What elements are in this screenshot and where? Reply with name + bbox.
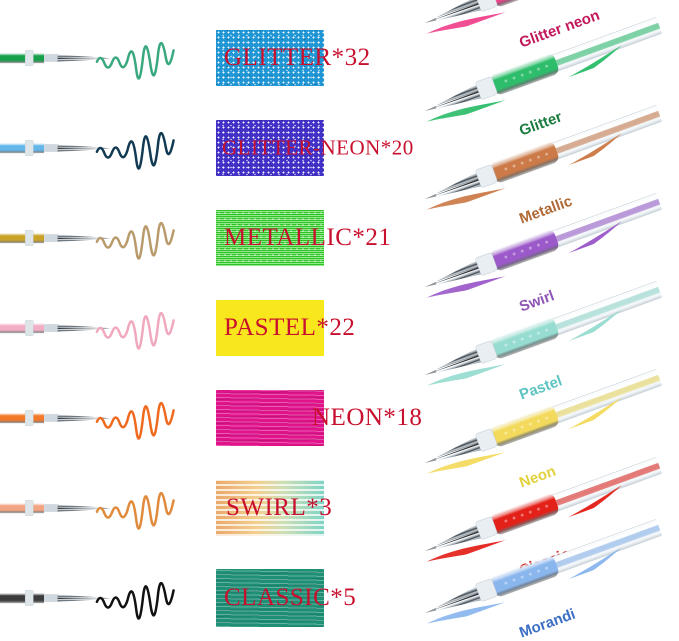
pen-glitter bbox=[409, 10, 665, 131]
ink-scribble-glitter bbox=[95, 20, 210, 96]
pen-refill-glitter bbox=[0, 47, 117, 69]
category-label-metallic: METALLIC*21 bbox=[224, 224, 392, 251]
color-swatch-metallic bbox=[216, 210, 324, 266]
color-swatch-swirl bbox=[216, 480, 324, 536]
category-label-glitter-neon: GLITTER-NEON*20 bbox=[222, 135, 414, 160]
color-swatch-glitter-neon bbox=[216, 120, 324, 176]
pen-pastel bbox=[409, 274, 665, 395]
category-label-neon: NEON*18 bbox=[312, 404, 423, 431]
category-label-classic: CLASSIC*5 bbox=[224, 584, 357, 611]
ink-scribble-glitter-neon bbox=[95, 110, 210, 186]
category-row-swirl: SWIRL*3 bbox=[0, 468, 440, 548]
ink-scribble-swirl bbox=[95, 470, 210, 546]
category-label-glitter: GLITTER*32 bbox=[224, 44, 371, 71]
color-swatch-classic bbox=[216, 569, 324, 627]
color-swatch-pastel bbox=[216, 300, 324, 356]
pen-refill-classic bbox=[0, 587, 117, 609]
pen-classic bbox=[409, 450, 665, 571]
category-row-neon: NEON*18 bbox=[0, 378, 440, 458]
ink-scribble-neon bbox=[95, 380, 210, 456]
color-swatch-glitter bbox=[216, 30, 324, 86]
pen-label-morandi: Morandi bbox=[517, 605, 578, 641]
pen-column: Glitter neon bbox=[415, 0, 679, 641]
category-row-glitter-neon: GLITTER-NEON*20 bbox=[0, 108, 440, 188]
pen-refill-metallic bbox=[0, 227, 117, 249]
pen-metallic bbox=[409, 98, 665, 219]
category-row-glitter: GLITTER*32 bbox=[0, 18, 440, 98]
ink-scribble-classic bbox=[95, 560, 210, 636]
category-row-metallic: METALLIC*21 bbox=[0, 198, 440, 278]
pen-refill-swirl bbox=[0, 497, 117, 519]
pen-refill-pastel bbox=[0, 317, 117, 339]
category-row-classic: CLASSIC*5 bbox=[0, 558, 440, 638]
pen-refill-neon bbox=[0, 407, 117, 429]
pen-glitter-neon bbox=[409, 0, 665, 43]
color-swatch-neon bbox=[216, 390, 324, 446]
pen-refill-glitter-neon bbox=[0, 137, 117, 159]
ink-scribble-metallic bbox=[95, 200, 210, 276]
ink-scribble-pastel bbox=[95, 290, 210, 366]
category-row-pastel: PASTEL*22 bbox=[0, 288, 440, 368]
category-label-pastel: PASTEL*22 bbox=[224, 314, 356, 341]
pen-morandi bbox=[409, 512, 665, 633]
pen-neon bbox=[409, 362, 665, 483]
category-label-swirl: SWIRL*3 bbox=[226, 494, 333, 521]
